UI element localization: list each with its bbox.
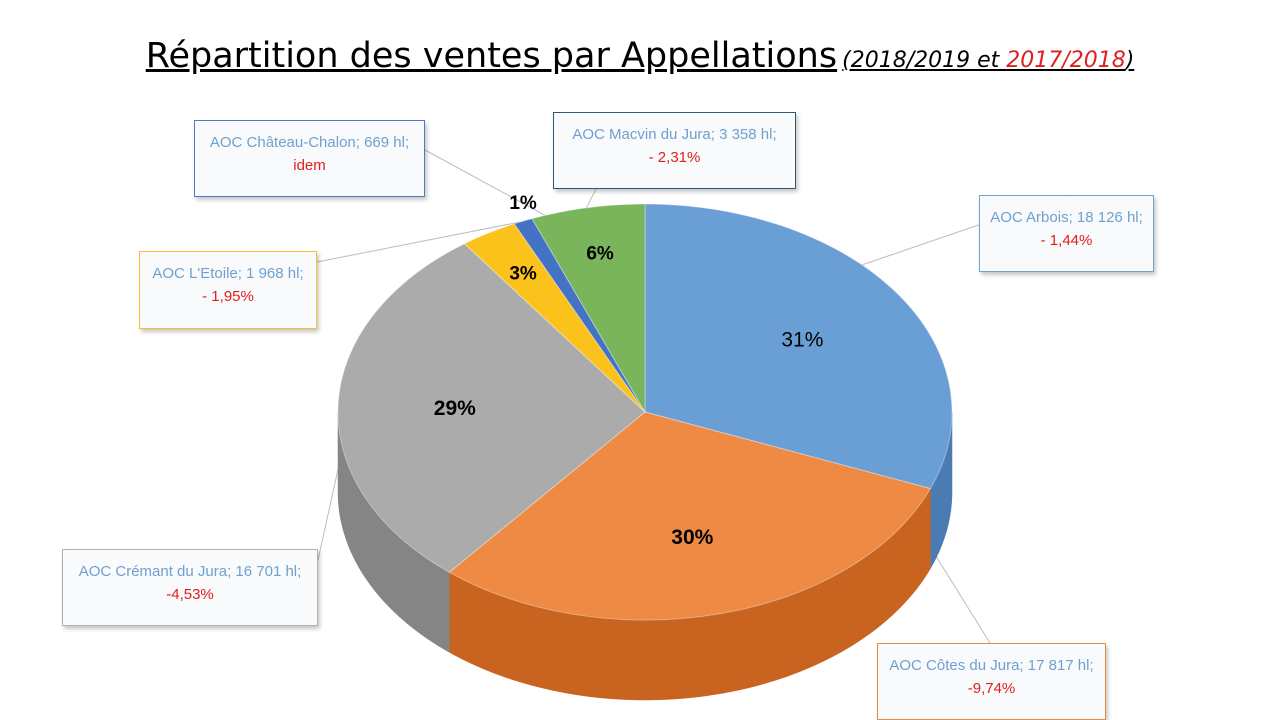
percent-label-aoc-l-etoile: 3% — [509, 263, 537, 284]
callout-aoc-cotes-du-jura: AOC Côtes du Jura; 17 817 hl; -9,74% — [877, 643, 1106, 720]
pie-slice-aoc-arbois — [644, 203, 953, 490]
pie-slices — [337, 203, 953, 621]
callout-aoc-macvin-du-jura: AOC Macvin du Jura; 3 358 hl; - 2,31% — [553, 112, 796, 189]
percent-label-aoc-cremant-du-jura: 29% — [434, 397, 476, 420]
pie-slice-aoc-l-etoile — [463, 223, 646, 413]
title-main: Répartition des ventes par Appellations — [145, 36, 838, 76]
percent-label-aoc-chateau-chalon: 1% — [509, 193, 537, 214]
callout-aoc-cremant-du-jura: AOC Crémant du Jura; 16 701 hl; -4,53% — [62, 549, 318, 626]
pie-sides — [337, 412, 953, 701]
callout-change-aoc-cremant-du-jura: -4,53% — [166, 586, 214, 603]
pie-slice-aoc-macvin-du-jura — [531, 203, 646, 414]
callout-name-aoc-cremant-du-jura: AOC Crémant du Jura; 16 701 hl; — [78, 563, 302, 580]
pie-slice-aoc-cotes-du-jura — [448, 411, 932, 621]
title-period-previous: 2017/2018 — [1006, 48, 1126, 73]
callout-name-aoc-cotes-du-jura: AOC Côtes du Jura; 17 817 hl; — [889, 657, 1094, 674]
percent-labels: 31% 30% 29% 3% 1% 6% — [434, 193, 824, 549]
callout-change-aoc-l-etoile: - 1,95% — [202, 288, 254, 305]
callout-change-aoc-arbois: - 1,44% — [1040, 232, 1093, 249]
callout-change-aoc-macvin-du-jura: - 2,31% — [648, 149, 701, 166]
pie-slice-aoc-cremant-du-jura — [337, 243, 646, 573]
leader-line-aoc-l-etoile — [316, 221, 521, 263]
callout-change-aoc-cotes-du-jura: -9,74% — [967, 680, 1016, 697]
callout-name-aoc-macvin-du-jura: AOC Macvin du Jura; 3 358 hl; — [572, 126, 777, 143]
pie-slice-aoc-chateau-chalon — [513, 218, 646, 413]
percent-label-aoc-macvin-du-jura: 6% — [586, 244, 614, 265]
callout-aoc-l-etoile: AOC L'Etoile; 1 968 hl; - 1,95% — [139, 251, 317, 329]
leader-line-aoc-macvin-du-jura — [585, 188, 597, 209]
callout-aoc-chateau-chalon: AOC Château-Chalon; 669 hl; idem — [194, 120, 425, 197]
percent-label-aoc-cotes-du-jura: 30% — [671, 526, 713, 549]
callout-change-aoc-chateau-chalon: idem — [293, 157, 326, 174]
leader-line-aoc-chateau-chalon — [424, 149, 546, 216]
callout-aoc-arbois: AOC Arbois; 18 126 hl; - 1,44% — [979, 195, 1154, 272]
callout-name-aoc-chateau-chalon: AOC Château-Chalon; 669 hl; — [209, 134, 410, 151]
chart-title: Répartition des ventes par Appellations … — [0, 36, 1280, 76]
title-period-close: ) — [1125, 48, 1135, 73]
callout-name-aoc-arbois: AOC Arbois; 18 126 hl; — [990, 209, 1143, 226]
callout-name-aoc-l-etoile: AOC L'Etoile; 1 968 hl; — [152, 265, 304, 282]
title-period-current: (2018/2019 et — [842, 48, 1007, 73]
percent-label-aoc-arbois: 31% — [781, 329, 823, 352]
title-period: (2018/2019 et 2017/2018) — [842, 48, 1134, 73]
